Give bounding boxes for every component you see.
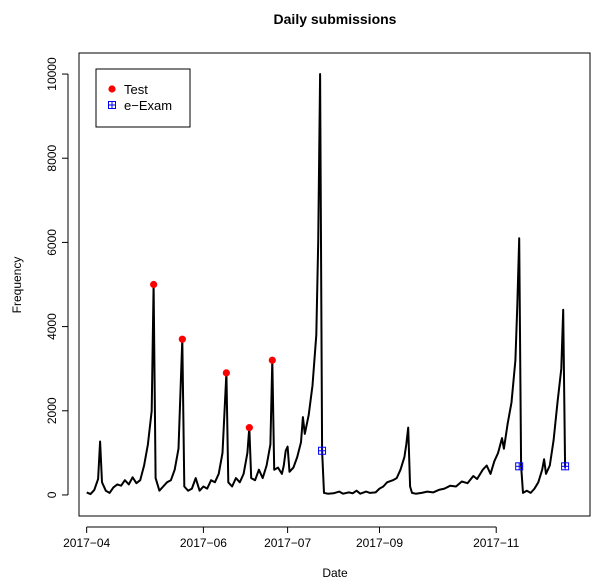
y-axis-label: Frequency <box>10 257 24 314</box>
chart-title: Daily submissions <box>274 11 397 27</box>
legend-box <box>95 68 191 128</box>
y-axis: 0 2000 4000 6000 8000 10000 <box>45 57 69 498</box>
y-tick-label: 6000 <box>45 229 59 256</box>
legend-e-exam-marker <box>108 101 116 109</box>
x-tick-label: 2017−06 <box>180 536 227 550</box>
legend-test-marker <box>108 85 116 93</box>
submissions-line <box>86 73 567 496</box>
marker-layer <box>150 280 570 471</box>
e-exam-marker <box>515 462 524 471</box>
e-exam-marker <box>318 446 327 455</box>
test-marker <box>150 280 158 289</box>
test-marker <box>268 356 276 364</box>
test-marker <box>222 369 230 377</box>
y-tick-label: 2000 <box>45 397 59 424</box>
x-tick-label: 2017−09 <box>356 536 403 550</box>
test-marker <box>178 335 186 343</box>
e-exam-marker <box>561 462 570 471</box>
x-tick-label: 2017−11 <box>473 536 519 550</box>
legend-test-label: Test <box>124 82 148 97</box>
x-tick-label: 2017−04 <box>63 536 110 550</box>
y-tick-label: 0 <box>45 491 59 498</box>
x-axis: 2017−04 2017−06 2017−07 2017−09 2017−11 <box>63 526 520 550</box>
y-tick-label: 10000 <box>45 57 59 91</box>
y-tick-label: 8000 <box>45 145 59 172</box>
x-tick-label: 2017−07 <box>264 536 311 550</box>
y-tick-label: 4000 <box>45 313 59 340</box>
x-axis-label: Date <box>322 566 348 580</box>
legend: Test e−Exam <box>95 68 191 128</box>
legend-e-exam-label: e−Exam <box>124 98 172 113</box>
plot-frame <box>78 52 591 517</box>
series-layer <box>86 73 567 496</box>
test-marker <box>245 424 253 432</box>
